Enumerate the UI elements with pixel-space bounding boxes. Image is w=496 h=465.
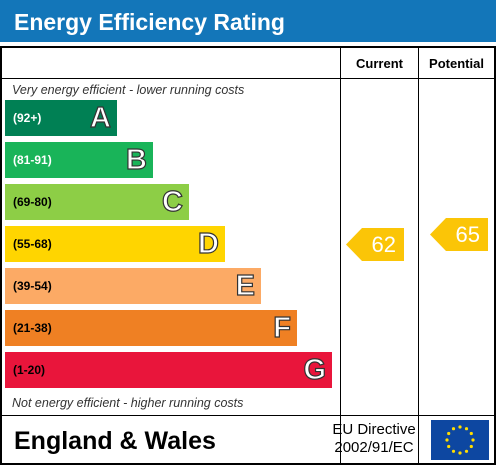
top-efficiency-note: Very energy efficient - lower running co… <box>12 83 245 97</box>
bottom-efficiency-note: Not energy efficient - higher running co… <box>12 396 244 410</box>
eu-stars-icon <box>445 425 475 455</box>
band-range-label: (39-54) <box>13 279 52 293</box>
potential-column-header: Potential <box>429 56 484 71</box>
band-b: (81-91) B <box>5 142 153 178</box>
header-row-divider <box>2 78 494 79</box>
eu-star <box>445 438 449 442</box>
band-g: (1-20) G <box>5 352 332 388</box>
band-letter-label: E <box>235 269 256 302</box>
band-d: (55-68) D <box>5 226 225 262</box>
rating-table: Current Potential Very energy efficient … <box>0 46 496 465</box>
band-letter-label: G <box>303 353 327 386</box>
eu-star <box>471 438 475 442</box>
band-letter-label: A <box>89 101 111 134</box>
current-column-header: Current <box>356 56 403 71</box>
band-c: (69-80) C <box>5 184 189 220</box>
footer-row-divider <box>2 415 494 416</box>
eu-directive-line1: EU Directive <box>332 421 416 438</box>
eu-star <box>451 427 456 431</box>
eu-star <box>451 449 456 453</box>
band-letter-label: D <box>197 227 219 260</box>
band-letter-label: B <box>125 143 147 176</box>
eu-directive-line2: 2002/91/EC <box>334 439 414 456</box>
band-f: (21-38) F <box>5 310 297 346</box>
band-range-label: (81-91) <box>13 153 52 167</box>
band-range-label: (55-68) <box>13 237 52 251</box>
band-range-label: (92+) <box>13 111 42 125</box>
eu-star <box>447 431 451 436</box>
eu-star <box>469 444 473 449</box>
band-range-label: (21-38) <box>13 321 52 335</box>
eu-directive: EU Directive 2002/91/EC <box>324 421 424 457</box>
eu-star <box>458 425 462 429</box>
column-divider-right <box>418 48 419 463</box>
band-range-label: (69-80) <box>13 195 52 209</box>
band-a: (92+) A <box>5 100 117 136</box>
current-rating-arrow: 62 <box>346 228 404 261</box>
region-label: England & Wales <box>14 427 216 455</box>
eu-star <box>458 451 462 455</box>
eu-star <box>447 444 451 449</box>
band-letter-label: F <box>273 311 292 344</box>
potential-rating-arrow: 65 <box>430 218 488 251</box>
eu-star <box>464 449 469 453</box>
column-divider-left <box>340 48 341 463</box>
eu-star <box>469 431 473 436</box>
band-range-label: (1-20) <box>13 363 46 377</box>
chart-title: Energy Efficiency Rating <box>0 0 496 42</box>
eu-flag-icon <box>431 420 489 460</box>
band-letter-label: C <box>161 185 183 218</box>
eu-star <box>464 427 469 431</box>
band-e: (39-54) E <box>5 268 261 304</box>
